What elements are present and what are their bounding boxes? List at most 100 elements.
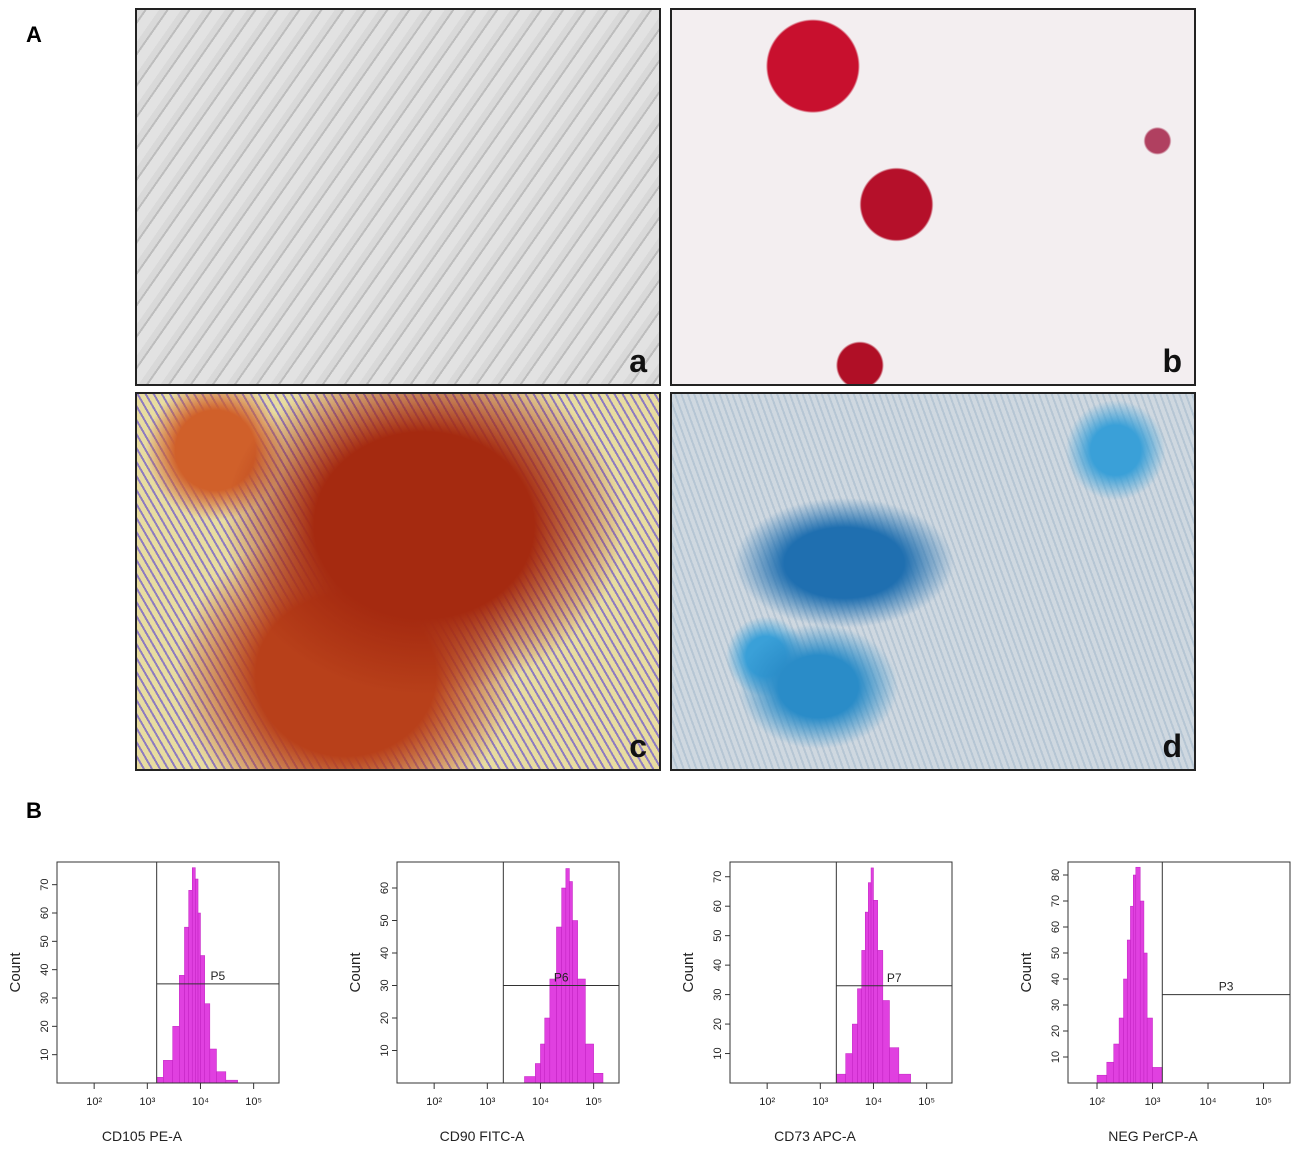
y-tick-label: 50 bbox=[39, 935, 51, 947]
x-axis-label: CD105 PE-A bbox=[102, 1128, 183, 1144]
y-tick-label: 40 bbox=[712, 959, 724, 971]
x-tick-label: 10³ bbox=[812, 1096, 828, 1108]
y-tick-label: 20 bbox=[712, 1018, 724, 1030]
x-tick-label: 10² bbox=[86, 1096, 102, 1108]
y-tick-label: 40 bbox=[379, 947, 391, 959]
y-tick-label: 60 bbox=[712, 900, 724, 912]
micrograph: d bbox=[670, 392, 1196, 771]
histogram-bar bbox=[204, 1003, 211, 1084]
histogram-bar bbox=[572, 920, 578, 1084]
histogram-bar bbox=[1106, 1061, 1114, 1084]
histogram-bar bbox=[556, 926, 562, 1084]
micrograph: b bbox=[670, 8, 1196, 386]
image-label: b bbox=[1162, 343, 1182, 379]
histogram-bar bbox=[191, 867, 196, 1084]
histogram-bar bbox=[877, 950, 884, 1084]
y-tick-label: 60 bbox=[1050, 921, 1062, 933]
histogram-bar bbox=[535, 1063, 541, 1084]
y-axis-label: Count bbox=[347, 952, 364, 993]
y-tick-label: 20 bbox=[39, 1020, 51, 1032]
histogram-bar bbox=[209, 1048, 217, 1084]
y-axis-label: Count bbox=[680, 952, 697, 993]
x-tick-label: 10⁴ bbox=[192, 1096, 209, 1108]
histogram-bar bbox=[197, 912, 201, 1084]
panel-label: A bbox=[26, 22, 42, 47]
image-label: c bbox=[629, 728, 647, 764]
histogram-bar bbox=[1118, 1017, 1124, 1084]
plot-frame bbox=[729, 861, 953, 1084]
plot-frame bbox=[396, 861, 620, 1084]
y-tick-label: 40 bbox=[1050, 973, 1062, 985]
x-axis-label: CD73 APC-A bbox=[774, 1128, 856, 1144]
y-tick-label: 30 bbox=[379, 979, 391, 991]
histogram-bar bbox=[852, 1023, 858, 1084]
micrograph: a bbox=[135, 8, 661, 386]
x-tick-label: 10⁴ bbox=[1200, 1096, 1217, 1108]
x-tick-label: 10⁴ bbox=[532, 1096, 549, 1108]
histogram-bar bbox=[524, 1076, 536, 1084]
histogram-bar bbox=[216, 1071, 227, 1084]
gate-label: P3 bbox=[1219, 980, 1234, 994]
histogram-bar bbox=[1130, 905, 1134, 1084]
histogram-bar bbox=[179, 975, 185, 1084]
x-tick-label: 10⁴ bbox=[865, 1096, 882, 1108]
histogram-bar bbox=[1143, 952, 1148, 1084]
y-tick-label: 60 bbox=[379, 882, 391, 894]
histogram-bar bbox=[873, 900, 878, 1084]
histogram-bar bbox=[195, 878, 199, 1084]
x-tick-label: 10⁵ bbox=[585, 1096, 602, 1108]
x-tick-label: 10⁵ bbox=[1255, 1096, 1272, 1108]
y-tick-label: 20 bbox=[1050, 1025, 1062, 1037]
y-tick-label: 40 bbox=[39, 964, 51, 976]
gate-label: P5 bbox=[210, 969, 225, 983]
x-tick-label: 10² bbox=[1089, 1096, 1105, 1108]
histogram-bar bbox=[845, 1053, 853, 1084]
gate-label: P6 bbox=[554, 971, 569, 985]
histogram-bar bbox=[540, 1043, 545, 1084]
histogram-bar bbox=[593, 1073, 604, 1084]
y-tick-label: 50 bbox=[712, 930, 724, 942]
histogram-bar bbox=[870, 867, 874, 1084]
histogram-bar bbox=[184, 926, 189, 1084]
histogram-bar bbox=[1135, 866, 1141, 1084]
histogram-bar bbox=[868, 882, 872, 1084]
y-tick-label: 70 bbox=[1050, 895, 1062, 907]
histogram-bar bbox=[882, 1000, 890, 1084]
histogram-bar bbox=[1123, 978, 1128, 1084]
plot-frame bbox=[1067, 861, 1291, 1084]
histogram-bar bbox=[569, 881, 573, 1084]
y-tick-label: 20 bbox=[379, 1012, 391, 1024]
y-tick-label: 50 bbox=[1050, 947, 1062, 959]
histogram-bar bbox=[889, 1047, 900, 1084]
histogram-bar bbox=[163, 1060, 173, 1084]
x-tick-label: 10² bbox=[759, 1096, 775, 1108]
histogram-bar bbox=[1113, 1043, 1120, 1084]
y-tick-label: 30 bbox=[39, 992, 51, 1004]
x-tick-label: 10³ bbox=[479, 1096, 495, 1108]
histogram-bar bbox=[1146, 1017, 1153, 1084]
image-label: d bbox=[1162, 728, 1182, 764]
histogram-bar bbox=[172, 1026, 180, 1084]
histogram-bar bbox=[156, 1077, 164, 1084]
histogram-bar bbox=[1096, 1074, 1108, 1084]
histogram-bar bbox=[1139, 900, 1145, 1084]
y-tick-label: 10 bbox=[1050, 1051, 1062, 1063]
histogram-bar bbox=[898, 1073, 911, 1084]
histogram-bar bbox=[585, 1043, 594, 1084]
x-tick-label: 10³ bbox=[139, 1096, 155, 1108]
histogram-bar bbox=[544, 1017, 551, 1084]
y-axis-label: Count bbox=[1018, 952, 1035, 993]
x-axis-label: CD90 FITC-A bbox=[440, 1128, 525, 1144]
y-tick-label: 30 bbox=[712, 988, 724, 1000]
histogram-bar bbox=[200, 955, 205, 1084]
y-tick-label: 60 bbox=[39, 907, 51, 919]
gate-label: P7 bbox=[887, 971, 902, 985]
histogram-bar bbox=[1126, 939, 1131, 1084]
x-tick-label: 10³ bbox=[1145, 1096, 1161, 1108]
y-tick-label: 50 bbox=[379, 914, 391, 926]
y-axis-label: Count bbox=[7, 952, 24, 993]
y-tick-label: 10 bbox=[379, 1044, 391, 1056]
x-tick-label: 10⁵ bbox=[918, 1096, 935, 1108]
y-tick-label: 70 bbox=[39, 879, 51, 891]
